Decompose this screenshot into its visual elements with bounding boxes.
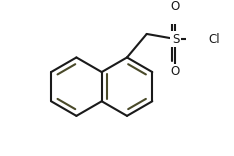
Text: S: S	[172, 32, 179, 46]
Text: O: O	[171, 0, 180, 13]
Text: Cl: Cl	[208, 32, 220, 46]
Text: O: O	[171, 65, 180, 78]
